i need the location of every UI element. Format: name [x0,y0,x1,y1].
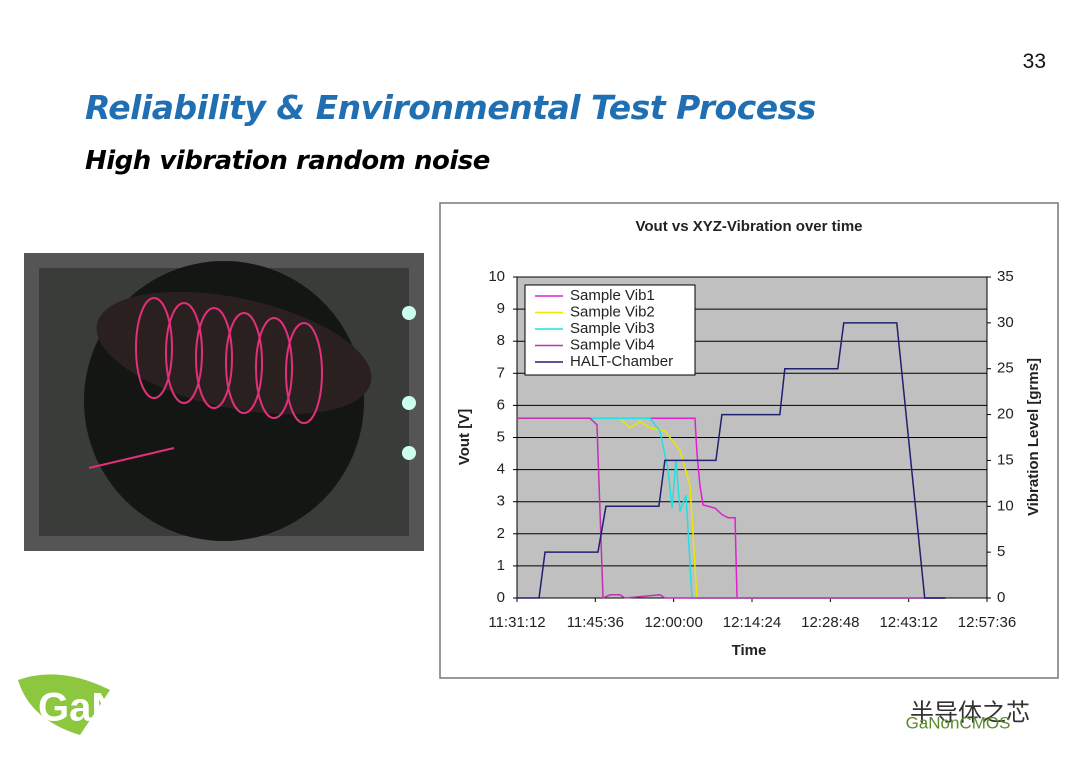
photo [24,253,424,551]
y2-tick-label: 0 [997,589,1005,606]
x-axis-title: Time [732,642,767,659]
y2-tick-label: 20 [997,406,1014,423]
y-tick-label: 0 [497,589,505,606]
series-line [517,417,946,600]
y-tick-label: 9 [497,300,505,317]
legend-label: Sample Vib1 [570,287,655,304]
x-tick-label: 11:45:36 [567,614,624,631]
y-tick-label: 6 [497,396,505,413]
y-tick-label: 3 [497,493,505,510]
legend-label: Sample Vib4 [570,336,655,353]
legend-label: Sample Vib3 [570,320,655,337]
legend-box [524,284,696,376]
y-tick-label: 1 [497,557,505,574]
y2-tick-label: 5 [997,543,1005,560]
y-tick-label: 7 [497,364,505,381]
y2-tick-label: 15 [997,451,1014,468]
legend-label: HALT-Chamber [570,353,673,370]
y2-axis-title: Vibration Level [grms] [1025,358,1042,516]
series-line [517,417,946,599]
x-tick-label: 12:14:24 [723,614,781,631]
slide-title: Reliability & Environmental Test Process [85,88,816,127]
y2-tick-label: 10 [997,497,1014,514]
y-tick-label: 2 [497,525,505,542]
y-tick-label: 5 [497,428,505,445]
series-line [517,417,946,599]
x-tick-label: 12:43:12 [879,614,937,631]
slide-subtitle: High vibration random noise [85,146,490,176]
y-axis-title: Vout [V] [456,409,473,465]
x-tick-label: 12:28:48 [801,614,859,631]
y2-tick-label: 30 [997,314,1014,331]
page-number: 33 [1022,50,1046,73]
x-tick-label: 12:00:00 [644,614,702,631]
y-tick-label: 8 [497,332,505,349]
y2-tick-label: 25 [997,360,1014,377]
x-tick-label: 11:31:12 [488,614,545,631]
y2-tick-label: 35 [997,268,1014,285]
watermark-handle: GaNonCMOS [906,713,1011,732]
y-tick-label: 10 [488,268,505,285]
logo: GaN [18,674,120,735]
y-tick-label: 4 [497,461,505,478]
series-line [517,322,946,599]
legend-label: Sample Vib2 [570,303,655,320]
logo-text: GaN [38,686,120,730]
watermark-brand: 半导体之芯 [910,699,1030,726]
series-line [517,417,946,599]
chart-title: Vout vs XYZ-Vibration over time [636,218,863,235]
x-tick-label: 12:57:36 [958,614,1016,631]
